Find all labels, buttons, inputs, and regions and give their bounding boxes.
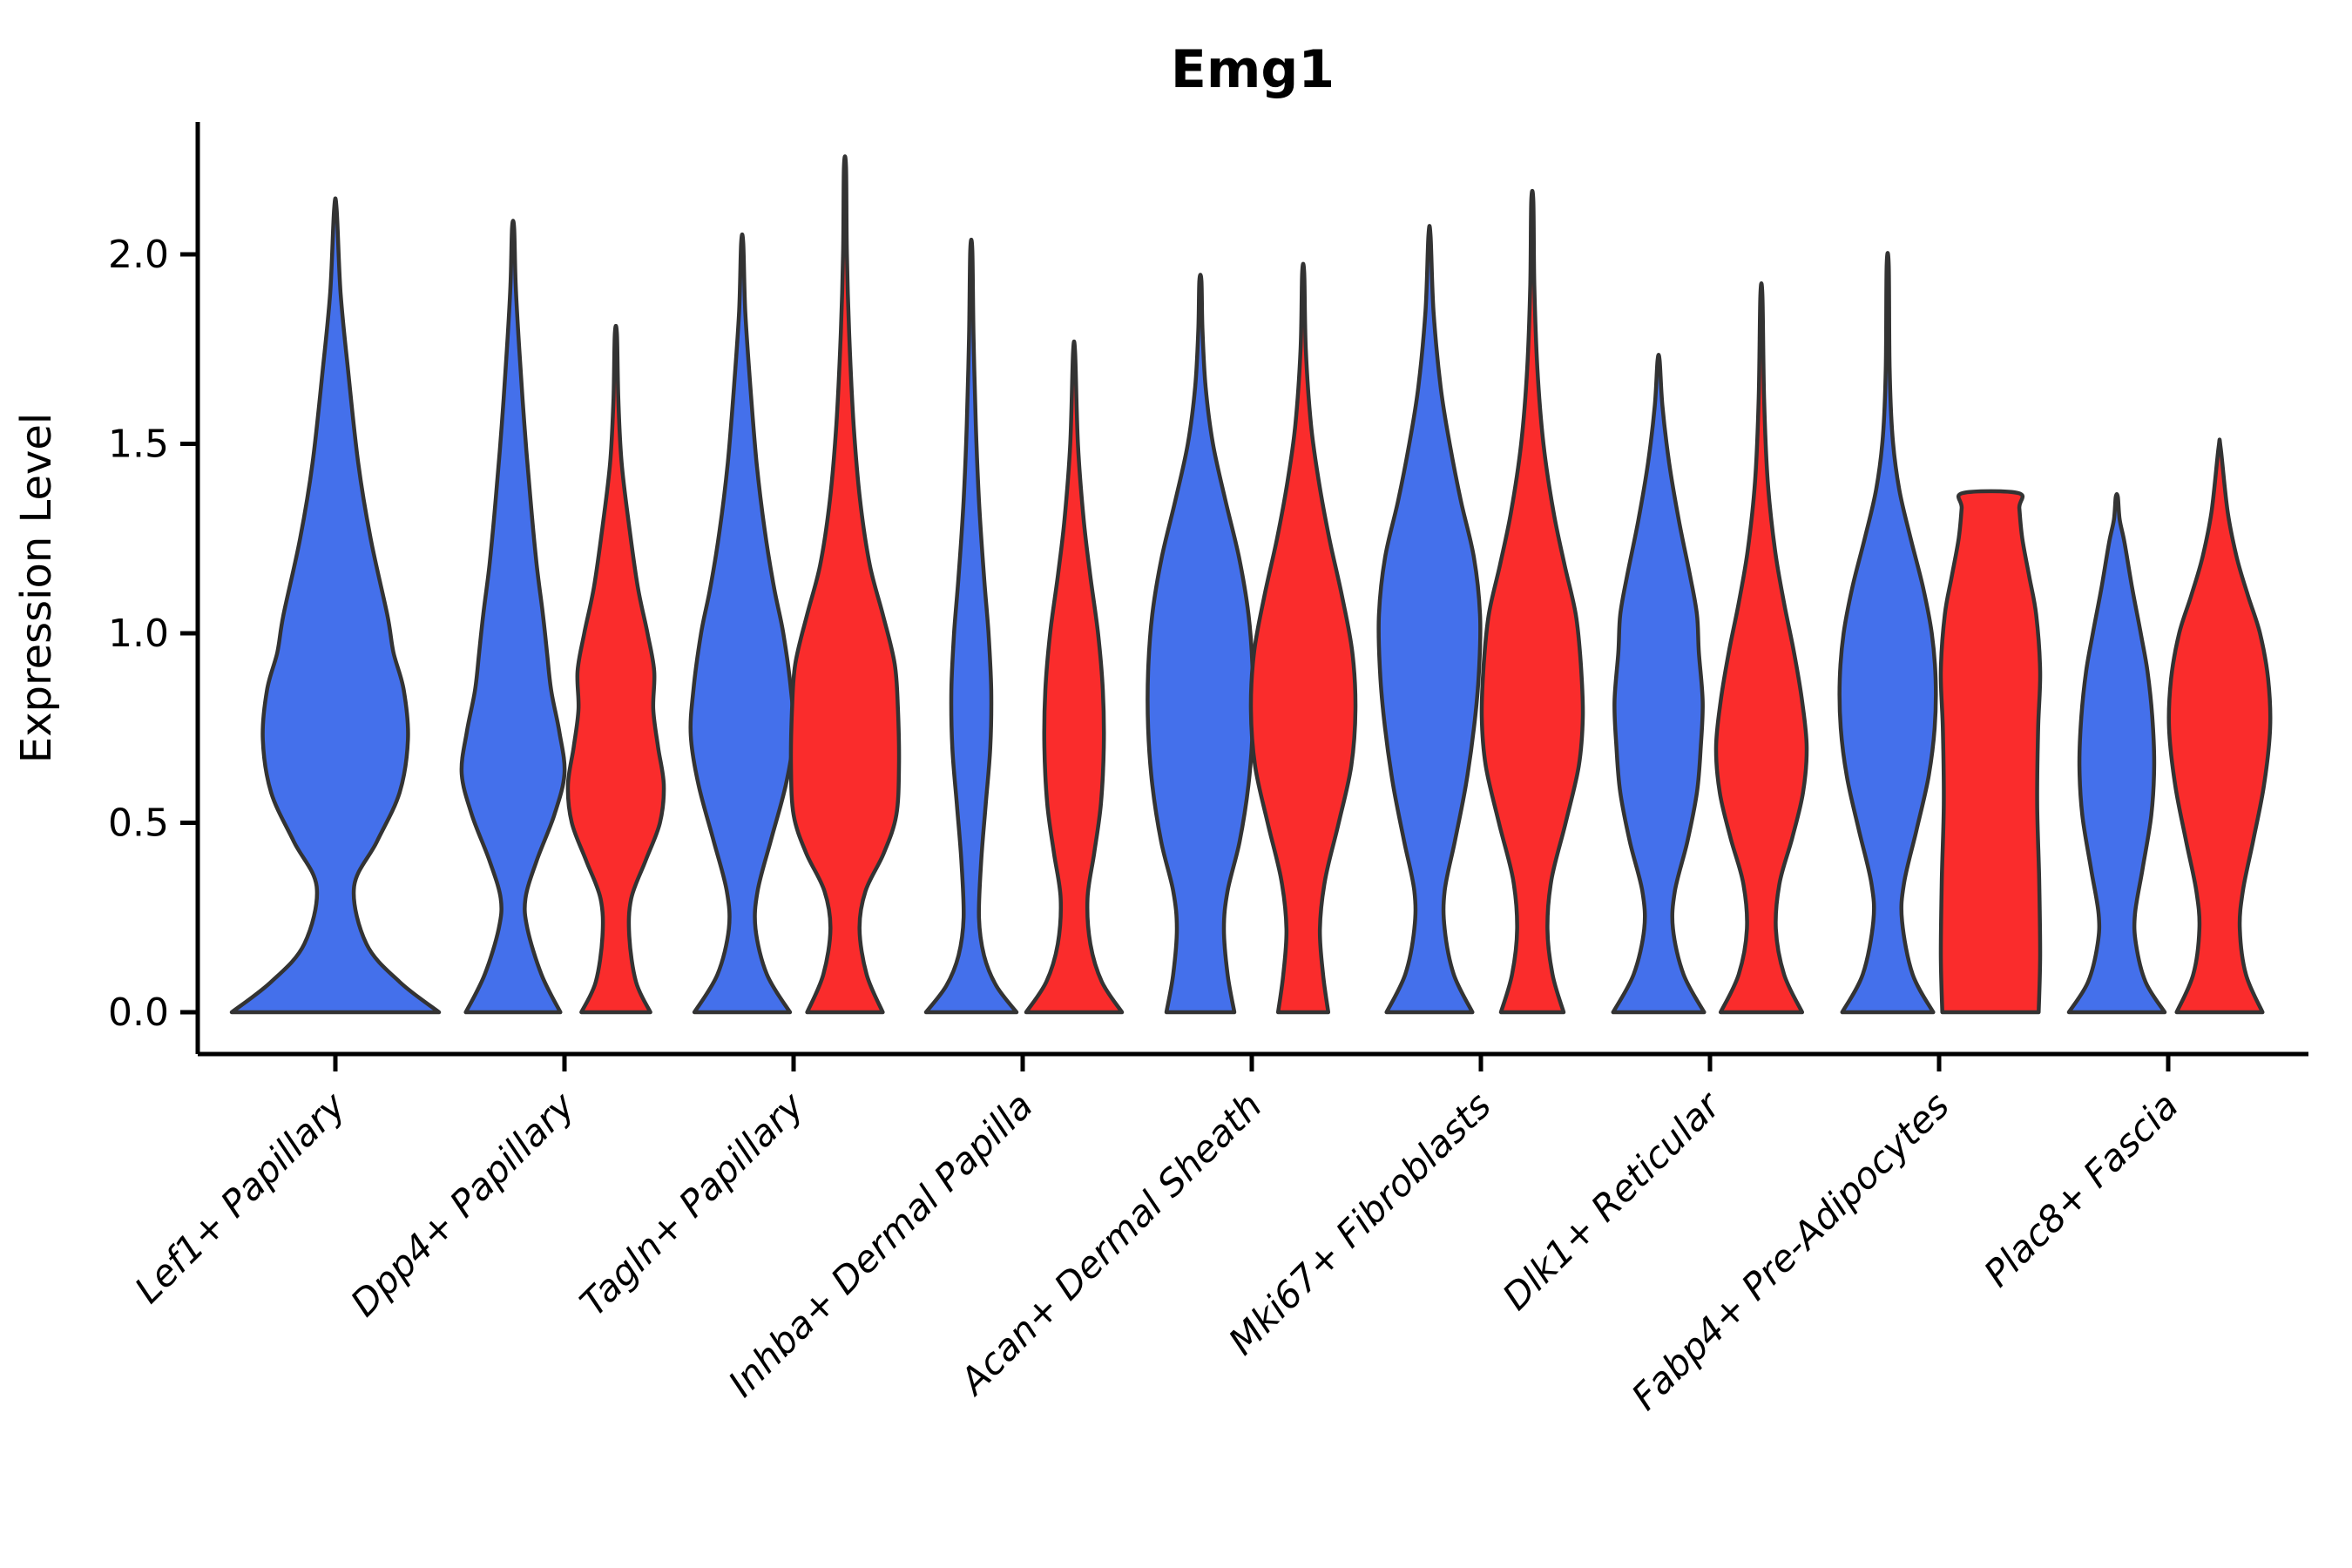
violin-mki67-fibroblasts-blue bbox=[1376, 224, 1483, 1015]
y-tick-label: 0.5 bbox=[108, 801, 169, 846]
violin-dpp4-papillary-red bbox=[565, 323, 666, 1015]
x-tick-label-dpp4-papillary: Dpp4+ Papillary bbox=[342, 1084, 584, 1325]
violin-plac8-fascia-blue bbox=[2066, 491, 2167, 1015]
violin-plac8-fascia-red bbox=[2166, 437, 2273, 1015]
x-tick-label-dlk1-reticular: Dlk1+ Reticular bbox=[1494, 1082, 1730, 1318]
violin-inhba-dermal-papilla-blue bbox=[923, 237, 1019, 1015]
violin-mki67-fibroblasts-red bbox=[1479, 188, 1585, 1015]
y-tick-label: 2.0 bbox=[108, 233, 169, 277]
violin-acan-dermal-sheath-blue bbox=[1146, 273, 1255, 1015]
violin-inhba-dermal-papilla-red bbox=[1024, 339, 1125, 1015]
violin-fabp4-pre-adipocytes-red bbox=[1938, 489, 2043, 1015]
x-tick-label-mki67-fibroblasts: Mki67+ Fibroblasts bbox=[1220, 1084, 1499, 1362]
violin-lef1-papillary-blue bbox=[229, 196, 442, 1015]
violin-dlk1-reticular-blue bbox=[1611, 353, 1707, 1015]
y-tick-label: 1.0 bbox=[108, 612, 169, 656]
x-tick-label-lef1-papillary: Lef1+ Papillary bbox=[126, 1084, 355, 1312]
x-tick-label-plac8-fascia: Plac8+ Fascia bbox=[1976, 1084, 2186, 1294]
violin-tagln-papillary-red bbox=[788, 154, 902, 1015]
y-axis-label: Expression Level bbox=[12, 413, 61, 764]
violin-dlk1-reticular-red bbox=[1713, 280, 1809, 1015]
violin-acan-dermal-sheath-red bbox=[1248, 261, 1358, 1015]
y-tick-label: 1.5 bbox=[108, 422, 169, 467]
y-tick-label: 0.0 bbox=[108, 990, 169, 1035]
violin-fabp4-pre-adipocytes-blue bbox=[1837, 251, 1938, 1015]
violin-tagln-papillary-blue bbox=[688, 232, 796, 1015]
x-tick-label-tagln-papillary: Tagln+ Papillary bbox=[571, 1084, 813, 1325]
y-ticks: 0.0 0.5 1.0 1.5 2.0 bbox=[108, 233, 198, 1035]
chart-title: Emg1 bbox=[1171, 39, 1335, 100]
violin-dpp4-papillary-blue bbox=[459, 219, 567, 1015]
violins-layer bbox=[229, 154, 2273, 1015]
